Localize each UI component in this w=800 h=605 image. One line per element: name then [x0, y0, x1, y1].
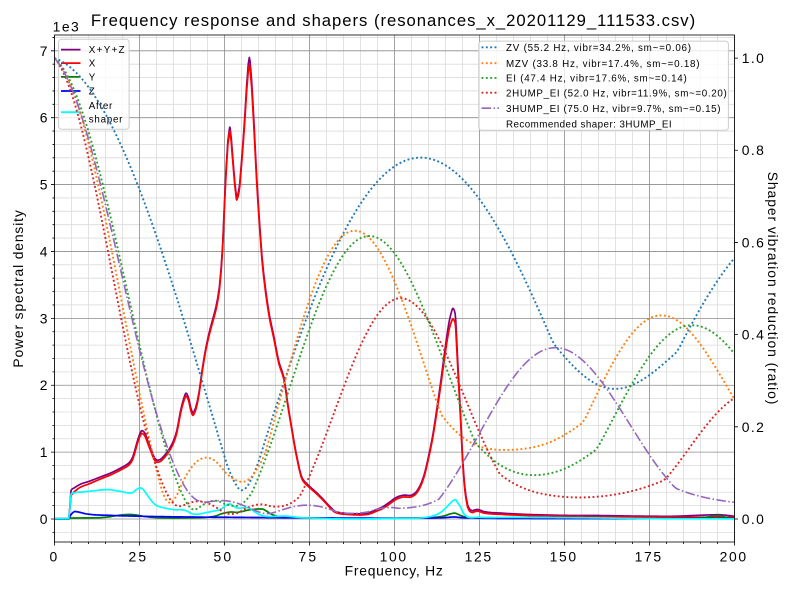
svg-text:5: 5 — [40, 177, 49, 193]
svg-text:100: 100 — [380, 549, 408, 565]
svg-text:75: 75 — [298, 549, 318, 565]
svg-text:Y: Y — [89, 73, 96, 84]
svg-text:1e3: 1e3 — [53, 18, 81, 34]
svg-text:1: 1 — [40, 444, 49, 460]
svg-text:50: 50 — [213, 549, 233, 565]
svg-text:3: 3 — [40, 310, 49, 326]
svg-text:Z: Z — [89, 87, 96, 98]
svg-text:Frequency response and shapers: Frequency response and shapers (resonanc… — [91, 11, 696, 30]
svg-text:0.6: 0.6 — [742, 234, 765, 250]
svg-text:150: 150 — [550, 549, 578, 565]
svg-text:4: 4 — [40, 243, 49, 259]
svg-text:175: 175 — [635, 549, 663, 565]
svg-text:0: 0 — [50, 549, 59, 565]
svg-text:Recommended shaper: 3HUMP_EI: Recommended shaper: 3HUMP_EI — [506, 120, 672, 131]
svg-text:0.4: 0.4 — [742, 327, 765, 343]
svg-text:After: After — [89, 101, 113, 112]
svg-text:EI (47.4 Hz, vibr=17.6%, sm~=0: EI (47.4 Hz, vibr=17.6%, sm~=0.14) — [506, 74, 687, 85]
svg-text:Power spectral density: Power spectral density — [10, 209, 26, 367]
svg-text:X+Y+Z: X+Y+Z — [89, 45, 126, 56]
svg-text:Frequency, Hz: Frequency, Hz — [345, 562, 444, 578]
svg-text:MZV (33.8 Hz, vibr=17.4%, sm~=: MZV (33.8 Hz, vibr=17.4%, sm~=0.18) — [506, 59, 700, 70]
svg-text:2HUMP_EI (52.0 Hz, vibr=11.9%,: 2HUMP_EI (52.0 Hz, vibr=11.9%, sm~=0.20) — [506, 88, 727, 99]
svg-text:200: 200 — [720, 549, 748, 565]
svg-text:0.0: 0.0 — [742, 511, 765, 527]
svg-text:Shaper vibration reduction (ra: Shaper vibration reduction (ratio) — [765, 172, 781, 406]
svg-text:2: 2 — [40, 377, 49, 393]
svg-text:ZV (55.2 Hz, vibr=34.2%, sm~=0: ZV (55.2 Hz, vibr=34.2%, sm~=0.06) — [506, 43, 692, 54]
svg-text:X: X — [89, 59, 96, 70]
svg-text:0.2: 0.2 — [742, 419, 765, 435]
svg-text:7: 7 — [40, 43, 49, 59]
svg-text:125: 125 — [465, 549, 493, 565]
svg-text:0: 0 — [40, 511, 49, 527]
svg-text:0.8: 0.8 — [742, 142, 765, 158]
svg-text:3HUMP_EI (75.0 Hz, vibr=9.7%,: 3HUMP_EI (75.0 Hz, vibr=9.7%, sm~=0.15) — [506, 104, 721, 115]
svg-text:shaper: shaper — [89, 115, 123, 126]
svg-text:6: 6 — [40, 110, 49, 126]
svg-text:1.0: 1.0 — [742, 50, 765, 66]
svg-text:25: 25 — [128, 549, 148, 565]
